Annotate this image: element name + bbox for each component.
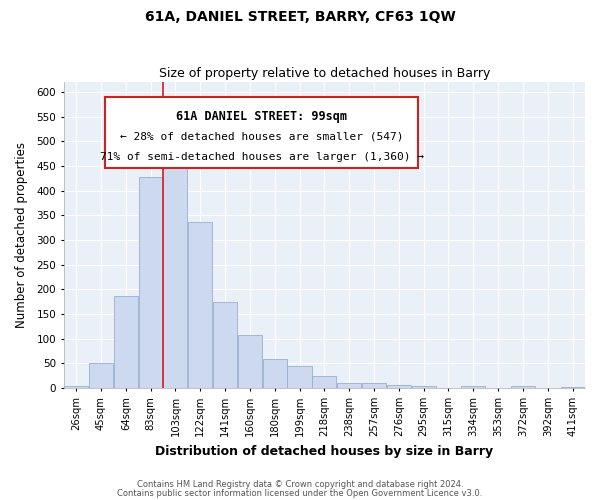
Title: Size of property relative to detached houses in Barry: Size of property relative to detached ho… bbox=[158, 66, 490, 80]
FancyBboxPatch shape bbox=[106, 98, 418, 168]
Text: ← 28% of detached houses are smaller (547): ← 28% of detached houses are smaller (54… bbox=[120, 131, 404, 141]
Bar bbox=[461, 386, 485, 388]
Bar bbox=[188, 222, 212, 388]
Bar bbox=[387, 385, 411, 388]
Bar bbox=[213, 302, 237, 388]
Text: 71% of semi-detached houses are larger (1,360) →: 71% of semi-detached houses are larger (… bbox=[100, 152, 424, 162]
Bar bbox=[313, 376, 337, 388]
Text: Contains HM Land Registry data © Crown copyright and database right 2024.: Contains HM Land Registry data © Crown c… bbox=[137, 480, 463, 489]
Bar bbox=[263, 358, 287, 388]
Bar bbox=[238, 335, 262, 388]
Bar bbox=[139, 177, 163, 388]
Bar bbox=[362, 382, 386, 388]
Bar bbox=[89, 364, 113, 388]
Bar bbox=[64, 386, 88, 388]
Y-axis label: Number of detached properties: Number of detached properties bbox=[15, 142, 28, 328]
Text: 61A, DANIEL STREET, BARRY, CF63 1QW: 61A, DANIEL STREET, BARRY, CF63 1QW bbox=[145, 10, 455, 24]
Bar bbox=[511, 386, 535, 388]
Text: Contains public sector information licensed under the Open Government Licence v3: Contains public sector information licen… bbox=[118, 488, 482, 498]
X-axis label: Distribution of detached houses by size in Barry: Distribution of detached houses by size … bbox=[155, 444, 493, 458]
Bar bbox=[412, 386, 436, 388]
Bar bbox=[287, 366, 311, 388]
Bar bbox=[163, 154, 187, 388]
Bar bbox=[337, 382, 361, 388]
Bar bbox=[114, 296, 138, 388]
Text: 61A DANIEL STREET: 99sqm: 61A DANIEL STREET: 99sqm bbox=[176, 110, 347, 122]
Bar bbox=[560, 386, 584, 388]
